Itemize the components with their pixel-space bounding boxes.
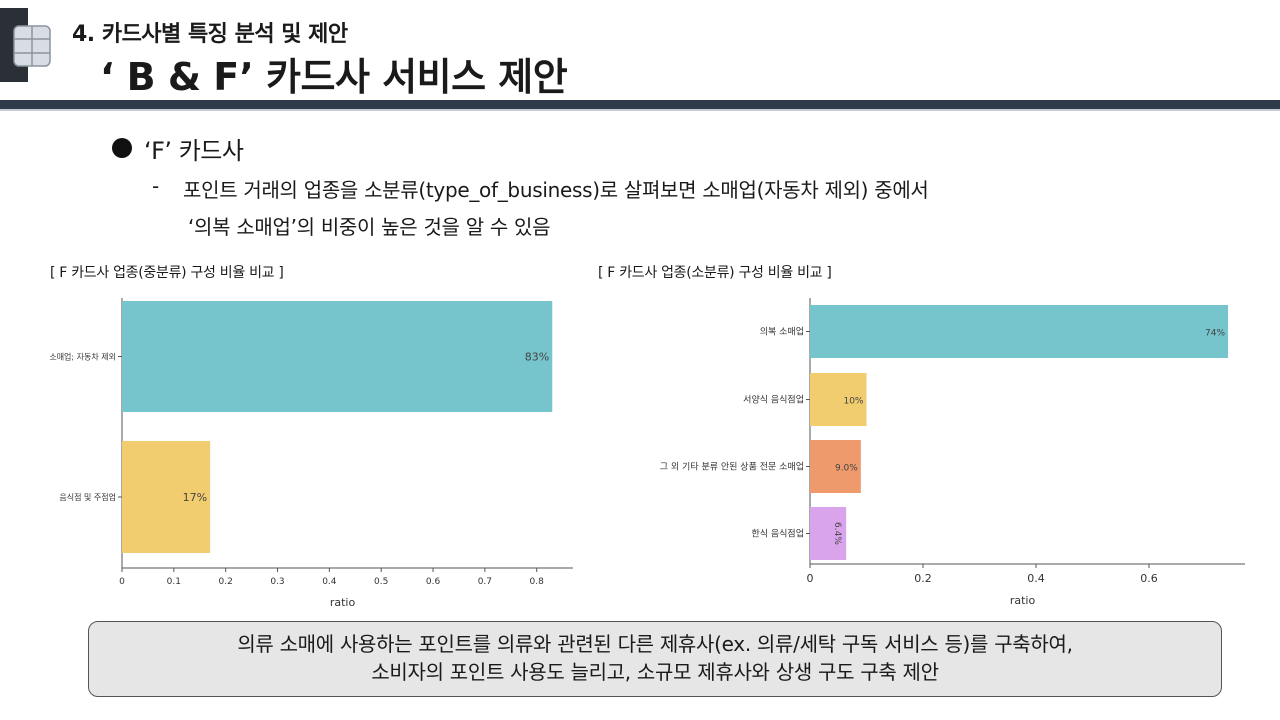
data-label: 6.4% bbox=[832, 522, 842, 545]
category-label: 음식점 및 주점업 bbox=[59, 492, 116, 502]
page-title: ‘ B & F’ 카드사 서비스 제안 bbox=[100, 55, 568, 99]
x-tick-label: 0 bbox=[807, 572, 814, 585]
x-tick-label: 0.5 bbox=[374, 577, 388, 587]
category-label: 그 외 기타 분류 안된 상품 전문 소매업 bbox=[660, 461, 804, 473]
category-label: 서양식 음식점업 bbox=[743, 394, 804, 406]
data-label: 9.0% bbox=[835, 464, 858, 474]
x-tick-label: 0.4 bbox=[322, 577, 337, 587]
header-divider-accent bbox=[0, 109, 1280, 111]
description-line-2: ‘의복 소매업’의 비중이 높은 것을 알 수 있음 bbox=[188, 215, 551, 239]
data-label: 17% bbox=[183, 491, 207, 504]
left-chart-title: [ F 카드사 업종(중분류) 구성 비율 비교 ] bbox=[50, 265, 284, 281]
conclusion-line-1: 의류 소매에 사용하는 포인트를 의류와 관련된 다른 제휴사(ex. 의류/세… bbox=[237, 632, 1073, 656]
dash-marker: - bbox=[152, 174, 160, 198]
x-tick-label: 0 bbox=[119, 577, 125, 587]
section-label: 4. 카드사별 특징 분석 및 제안 bbox=[72, 22, 348, 47]
data-label: 74% bbox=[1205, 329, 1225, 339]
bar bbox=[810, 507, 847, 560]
card-chip-logo bbox=[0, 8, 56, 82]
data-label: 83% bbox=[525, 351, 549, 364]
x-tick-label: 0.2 bbox=[914, 572, 932, 585]
bar bbox=[810, 373, 867, 426]
category-label: 소매업; 자동차 제외 bbox=[49, 352, 116, 362]
conclusion-box: 의류 소매에 사용하는 포인트를 의류와 관련된 다른 제휴사(ex. 의류/세… bbox=[88, 621, 1222, 697]
conclusion-line-2: 소비자의 포인트 사용도 늘리고, 소규모 제휴사와 상생 구도 구축 제안 bbox=[371, 660, 939, 684]
x-tick-label: 0.1 bbox=[167, 577, 181, 587]
x-tick-label: 0.2 bbox=[219, 577, 233, 587]
header-divider bbox=[0, 100, 1280, 109]
category-label: 한식 음식점업 bbox=[751, 528, 804, 540]
x-tick-label: 0.6 bbox=[1140, 572, 1158, 585]
description-line-1: 포인트 거래의 업종을 소분류(type_of_business)로 살펴보면 … bbox=[183, 178, 929, 202]
bullet-dot-icon bbox=[112, 138, 132, 158]
charts-canvas: 0 0.1 0.2 0.3 0.4 0.5 0.6 0.7 0.8 ratio 소매업; 자동차 제… bbox=[49, 298, 1245, 609]
bar bbox=[122, 301, 553, 412]
x-axis-label: ratio bbox=[1010, 594, 1036, 607]
x-tick-label: 0.7 bbox=[478, 577, 492, 587]
data-label: 10% bbox=[843, 397, 863, 407]
x-tick-label: 0.8 bbox=[530, 577, 545, 587]
bar bbox=[810, 305, 1229, 358]
bar bbox=[810, 440, 861, 493]
x-tick-label: 0.4 bbox=[1027, 572, 1045, 585]
right-chart-title: [ F 카드사 업종(소분류) 구성 비율 비교 ] bbox=[598, 265, 832, 281]
x-axis-label: ratio bbox=[330, 596, 356, 609]
bullet-heading: ‘F’ 카드사 bbox=[144, 137, 244, 165]
x-tick-label: 0.3 bbox=[270, 577, 284, 587]
bar bbox=[122, 441, 211, 553]
x-tick-label: 0.6 bbox=[426, 577, 441, 587]
category-label: 의복 소매업 bbox=[760, 327, 804, 338]
